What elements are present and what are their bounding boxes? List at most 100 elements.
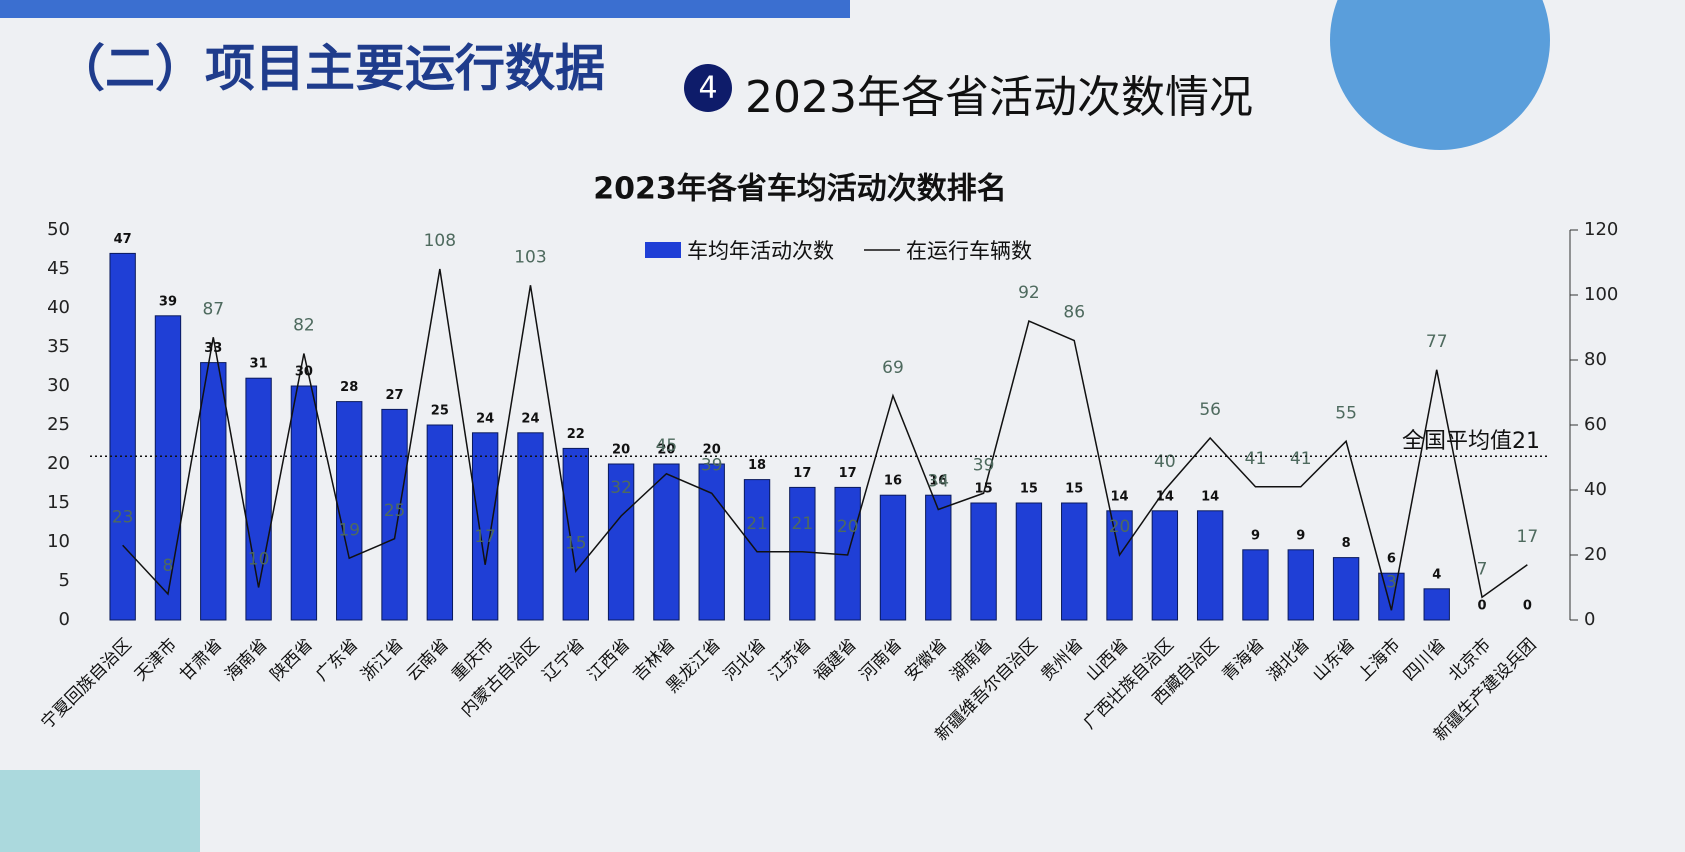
bar [1106,510,1133,621]
bottom-shape [0,770,200,852]
bar [471,432,499,621]
line-value-label: 10 [248,550,270,570]
line-value-label: 39 [973,455,995,475]
bar-value-label: 8 [1342,536,1351,551]
line-value-label: 7 [1477,559,1488,579]
y2-tick-label: 20 [1584,544,1607,565]
line-value-label: 21 [792,514,814,534]
bar-value-label: 39 [159,294,177,309]
line-value-label: 69 [882,358,904,378]
y-tick-label: 50 [47,219,70,240]
bar [879,494,907,621]
line-value-label: 92 [1018,283,1040,303]
legend-label: 在运行车辆数 [906,239,1032,263]
bar-value-label: 0 [1523,599,1532,614]
x-tick-label: 云南省 [403,635,453,685]
line-value-label: 82 [293,316,315,336]
y-tick-label: 0 [59,609,70,630]
bar [200,362,227,621]
bar-value-label: 31 [250,357,268,372]
line-value-label: 77 [1426,332,1448,352]
line-value-label: 41 [1245,449,1267,469]
x-tick-label: 安徽省 [901,635,951,685]
bar-value-label: 14 [1156,489,1174,504]
x-tick-label: 海南省 [221,635,271,685]
x-tick-label: 陕西省 [267,635,317,685]
bar [743,479,771,621]
y2-tick-label: 60 [1584,414,1607,435]
line-value-label: 56 [1199,400,1221,420]
line-value-label: 23 [112,507,134,527]
y-tick-label: 45 [47,258,70,279]
x-tick-label: 甘肃省 [176,635,226,685]
y-tick-label: 15 [47,492,70,513]
bar [1287,549,1314,621]
bar [336,401,363,621]
top-band [0,0,850,18]
line-value-label: 39 [701,455,723,475]
bar [245,377,272,621]
line-value-label: 86 [1063,303,1085,323]
x-tick-label: 江苏省 [765,635,815,685]
bar-value-label: 17 [839,466,857,481]
bar-value-label: 14 [1201,489,1219,504]
line-value-label: 20 [837,517,859,537]
line-value-label: 32 [610,478,632,498]
bar-value-label: 28 [340,380,358,395]
bar [517,432,544,621]
section-title: （二）项目主要运行数据 [55,40,605,98]
x-tick-label: 宁夏回族自治区 [37,635,135,733]
bar-value-label: 15 [1065,482,1083,497]
x-tick-label: 福建省 [811,635,861,685]
y2-tick-label: 80 [1584,349,1607,370]
badge-circle [684,64,732,112]
line-value-label: 40 [1154,452,1176,472]
subtitle: 2023年各省活动次数情况 [745,72,1253,123]
bar-value-label: 22 [567,427,585,442]
x-tick-label: 青海省 [1218,635,1268,685]
bar [789,486,816,621]
bar [698,463,725,621]
bar-value-label: 9 [1296,528,1305,543]
x-tick-label: 贵州省 [1037,635,1087,685]
bar-value-label: 47 [114,232,132,247]
bar [1015,502,1043,621]
bar [1196,510,1224,621]
bar-value-label: 6 [1387,552,1396,567]
x-tick-label: 上海市 [1354,635,1404,685]
bar-value-label: 27 [385,388,403,403]
bar-value-label: 20 [703,443,721,458]
y-tick-label: 40 [47,297,70,318]
line-value-label: 17 [1517,527,1539,547]
bar [925,494,952,621]
line-value-label: 103 [514,247,546,267]
legend-label: 车均年活动次数 [687,239,834,263]
x-tick-label: 江西省 [584,635,634,685]
bar [562,447,589,621]
x-tick-label: 浙江省 [357,635,407,685]
bar-value-label: 33 [204,341,222,356]
bar-value-label: 25 [431,404,449,419]
bar [109,252,136,621]
bar [290,385,318,621]
bar-value-label: 4 [1432,567,1441,582]
bar-value-label: 15 [1020,482,1038,497]
bar-value-label: 24 [476,411,494,426]
line [122,268,1528,611]
bar [1151,510,1179,621]
bar [381,408,408,621]
bar-value-label: 14 [1110,489,1128,504]
line-value-label: 108 [424,231,456,251]
x-tick-label: 河南省 [856,635,906,685]
bar [1423,588,1450,621]
y-tick-label: 10 [47,531,70,552]
y2-tick-label: 0 [1584,609,1595,630]
bar [607,463,635,621]
bar-value-label: 9 [1251,528,1260,543]
bar-value-label: 16 [884,474,902,489]
y-tick-label: 5 [59,570,70,591]
bar [1061,502,1088,621]
line-value-label: 55 [1335,403,1357,423]
x-tick-label: 辽宁省 [539,635,589,685]
